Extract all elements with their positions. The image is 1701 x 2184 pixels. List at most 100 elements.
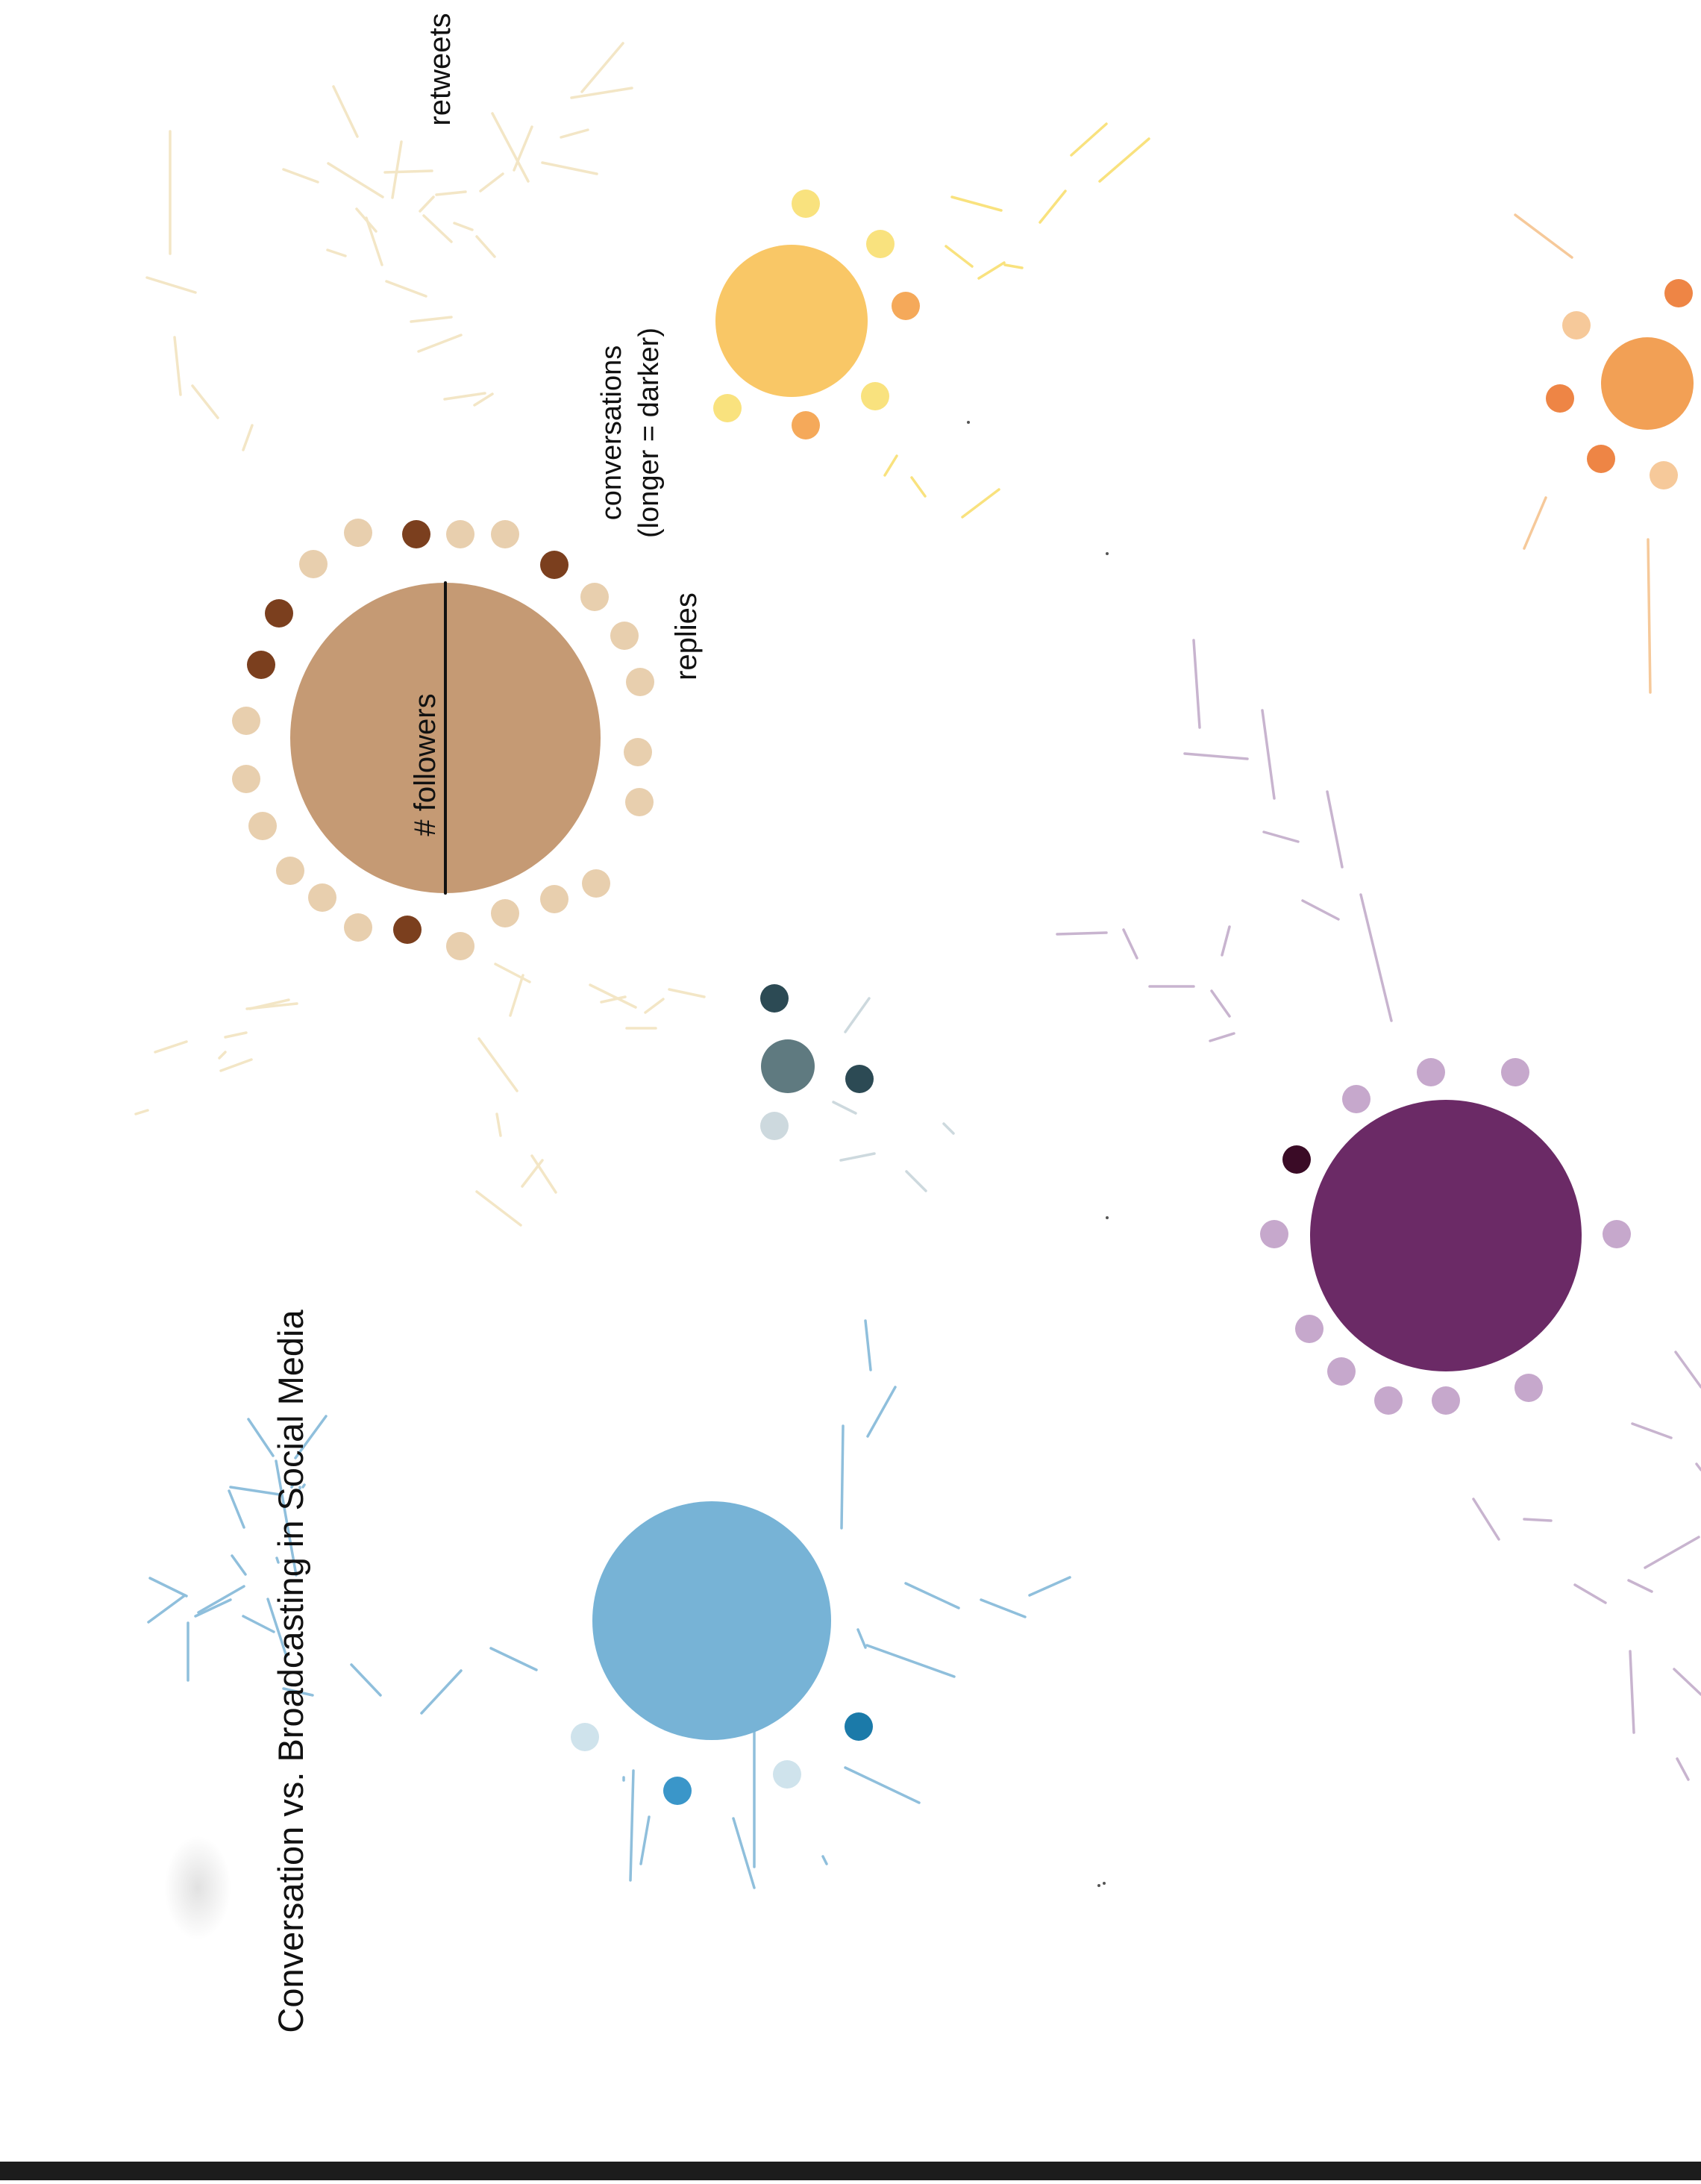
retweet-stroke [910, 476, 927, 498]
retweet-stroke [419, 195, 435, 213]
retweet-stroke [509, 974, 524, 1017]
retweet-stroke [668, 988, 706, 998]
reply-dot [1417, 1058, 1445, 1086]
reply-dot [625, 788, 654, 816]
retweet-stroke [864, 1319, 872, 1371]
reply-dot [760, 984, 789, 1013]
retweet-stroke [644, 998, 665, 1014]
retweet-stroke [350, 1663, 382, 1697]
retweet-stroke [420, 1669, 463, 1715]
retweet-stroke [589, 983, 637, 1009]
retweet-stroke [197, 1585, 245, 1614]
scan-smudge [164, 1836, 231, 1940]
retweet-stroke [732, 1817, 756, 1889]
retweet-stroke [1359, 893, 1393, 1022]
reply-dot [663, 1777, 692, 1805]
retweet-stroke [491, 112, 530, 183]
retweet-stroke [326, 248, 347, 257]
reply-dot [232, 707, 260, 735]
retweet-stroke [475, 235, 496, 258]
reply-dot [1603, 1220, 1631, 1248]
reply-dot [624, 738, 652, 766]
retweet-stroke [266, 1598, 288, 1658]
retweet-stroke [1039, 190, 1067, 224]
retweet-stroke [385, 280, 427, 298]
retweet-stroke [839, 1152, 876, 1162]
retweet-stroke [242, 424, 254, 451]
retweet-stroke [570, 87, 633, 99]
reply-dot [571, 1723, 599, 1751]
retweet-stroke [453, 222, 474, 231]
retweet-stroke [231, 1554, 247, 1576]
retweet-stroke [865, 1644, 956, 1678]
reply-dot [247, 651, 275, 679]
retweet-stroke [629, 1769, 635, 1882]
retweet-stroke [1210, 989, 1231, 1018]
retweet-stroke [1573, 1583, 1607, 1604]
reply-dot [232, 765, 260, 793]
retweet-stroke [1122, 928, 1138, 960]
reply-dot [792, 190, 820, 218]
retweet-stroke [1003, 263, 1024, 269]
retweet-stroke [494, 963, 531, 983]
retweet-stroke [580, 42, 624, 93]
retweet-stroke [856, 1628, 867, 1649]
retweet-stroke [218, 1051, 227, 1060]
retweet-stroke [513, 125, 533, 172]
retweet-stroke [477, 1037, 519, 1092]
scan-speck [1097, 1884, 1100, 1887]
followers-circle [1601, 337, 1694, 430]
retweet-stroke [248, 998, 290, 1010]
reply-dot [582, 869, 610, 898]
reply-dot [845, 1065, 874, 1093]
reply-dot [1374, 1386, 1403, 1415]
legend-conversations-line1: conversations [596, 345, 627, 521]
reply-dot [402, 520, 430, 548]
retweet-stroke [1056, 931, 1108, 936]
retweet-stroke [1676, 1757, 1690, 1781]
retweet-stroke [980, 1598, 1027, 1618]
retweet-stroke [242, 1615, 275, 1633]
retweet-stroke [228, 1489, 245, 1529]
retweet-stroke [945, 245, 974, 268]
retweet-stroke [1183, 752, 1249, 760]
retweet-stroke [530, 1154, 557, 1194]
retweet-stroke [475, 1190, 522, 1227]
retweet-stroke [1326, 790, 1344, 869]
retweet-stroke [977, 261, 1006, 280]
reply-dot [446, 520, 474, 548]
retweet-stroke [219, 1058, 253, 1072]
scan-speck [1106, 552, 1109, 555]
retweet-stroke [194, 1598, 232, 1618]
retweet-stroke [1028, 1576, 1071, 1597]
legend-retweets-label: retweets [424, 13, 457, 126]
retweet-stroke [1261, 709, 1276, 800]
reply-dot [610, 622, 639, 650]
retweet-stroke [832, 1101, 857, 1115]
reply-dot [760, 1112, 789, 1140]
reply-dot [393, 916, 422, 944]
retweet-stroke [904, 1582, 960, 1609]
retweet-stroke [410, 316, 453, 323]
retweet-stroke [247, 1418, 275, 1457]
reply-dot [308, 883, 336, 912]
reply-dot [1562, 311, 1591, 340]
retweet-stroke [145, 276, 197, 294]
retweet-stroke [1647, 538, 1652, 694]
reply-dot [1260, 1220, 1288, 1248]
retweet-stroke [1627, 1579, 1653, 1593]
retweet-stroke [327, 162, 384, 198]
retweet-stroke [1514, 213, 1573, 259]
reply-dot [446, 932, 474, 960]
retweet-stroke [1695, 1462, 1701, 1471]
retweet-stroke [173, 336, 182, 396]
retweet-stroke [521, 1159, 544, 1188]
reply-dot [866, 230, 895, 258]
retweet-stroke [1523, 1518, 1553, 1522]
reply-dot [1514, 1374, 1543, 1402]
reply-dot [626, 668, 654, 696]
retweet-stroke [147, 1594, 187, 1624]
retweet-stroke [1631, 1422, 1673, 1439]
diagram-title: Conversation vs. Broadcasting in Social … [271, 1310, 310, 2033]
